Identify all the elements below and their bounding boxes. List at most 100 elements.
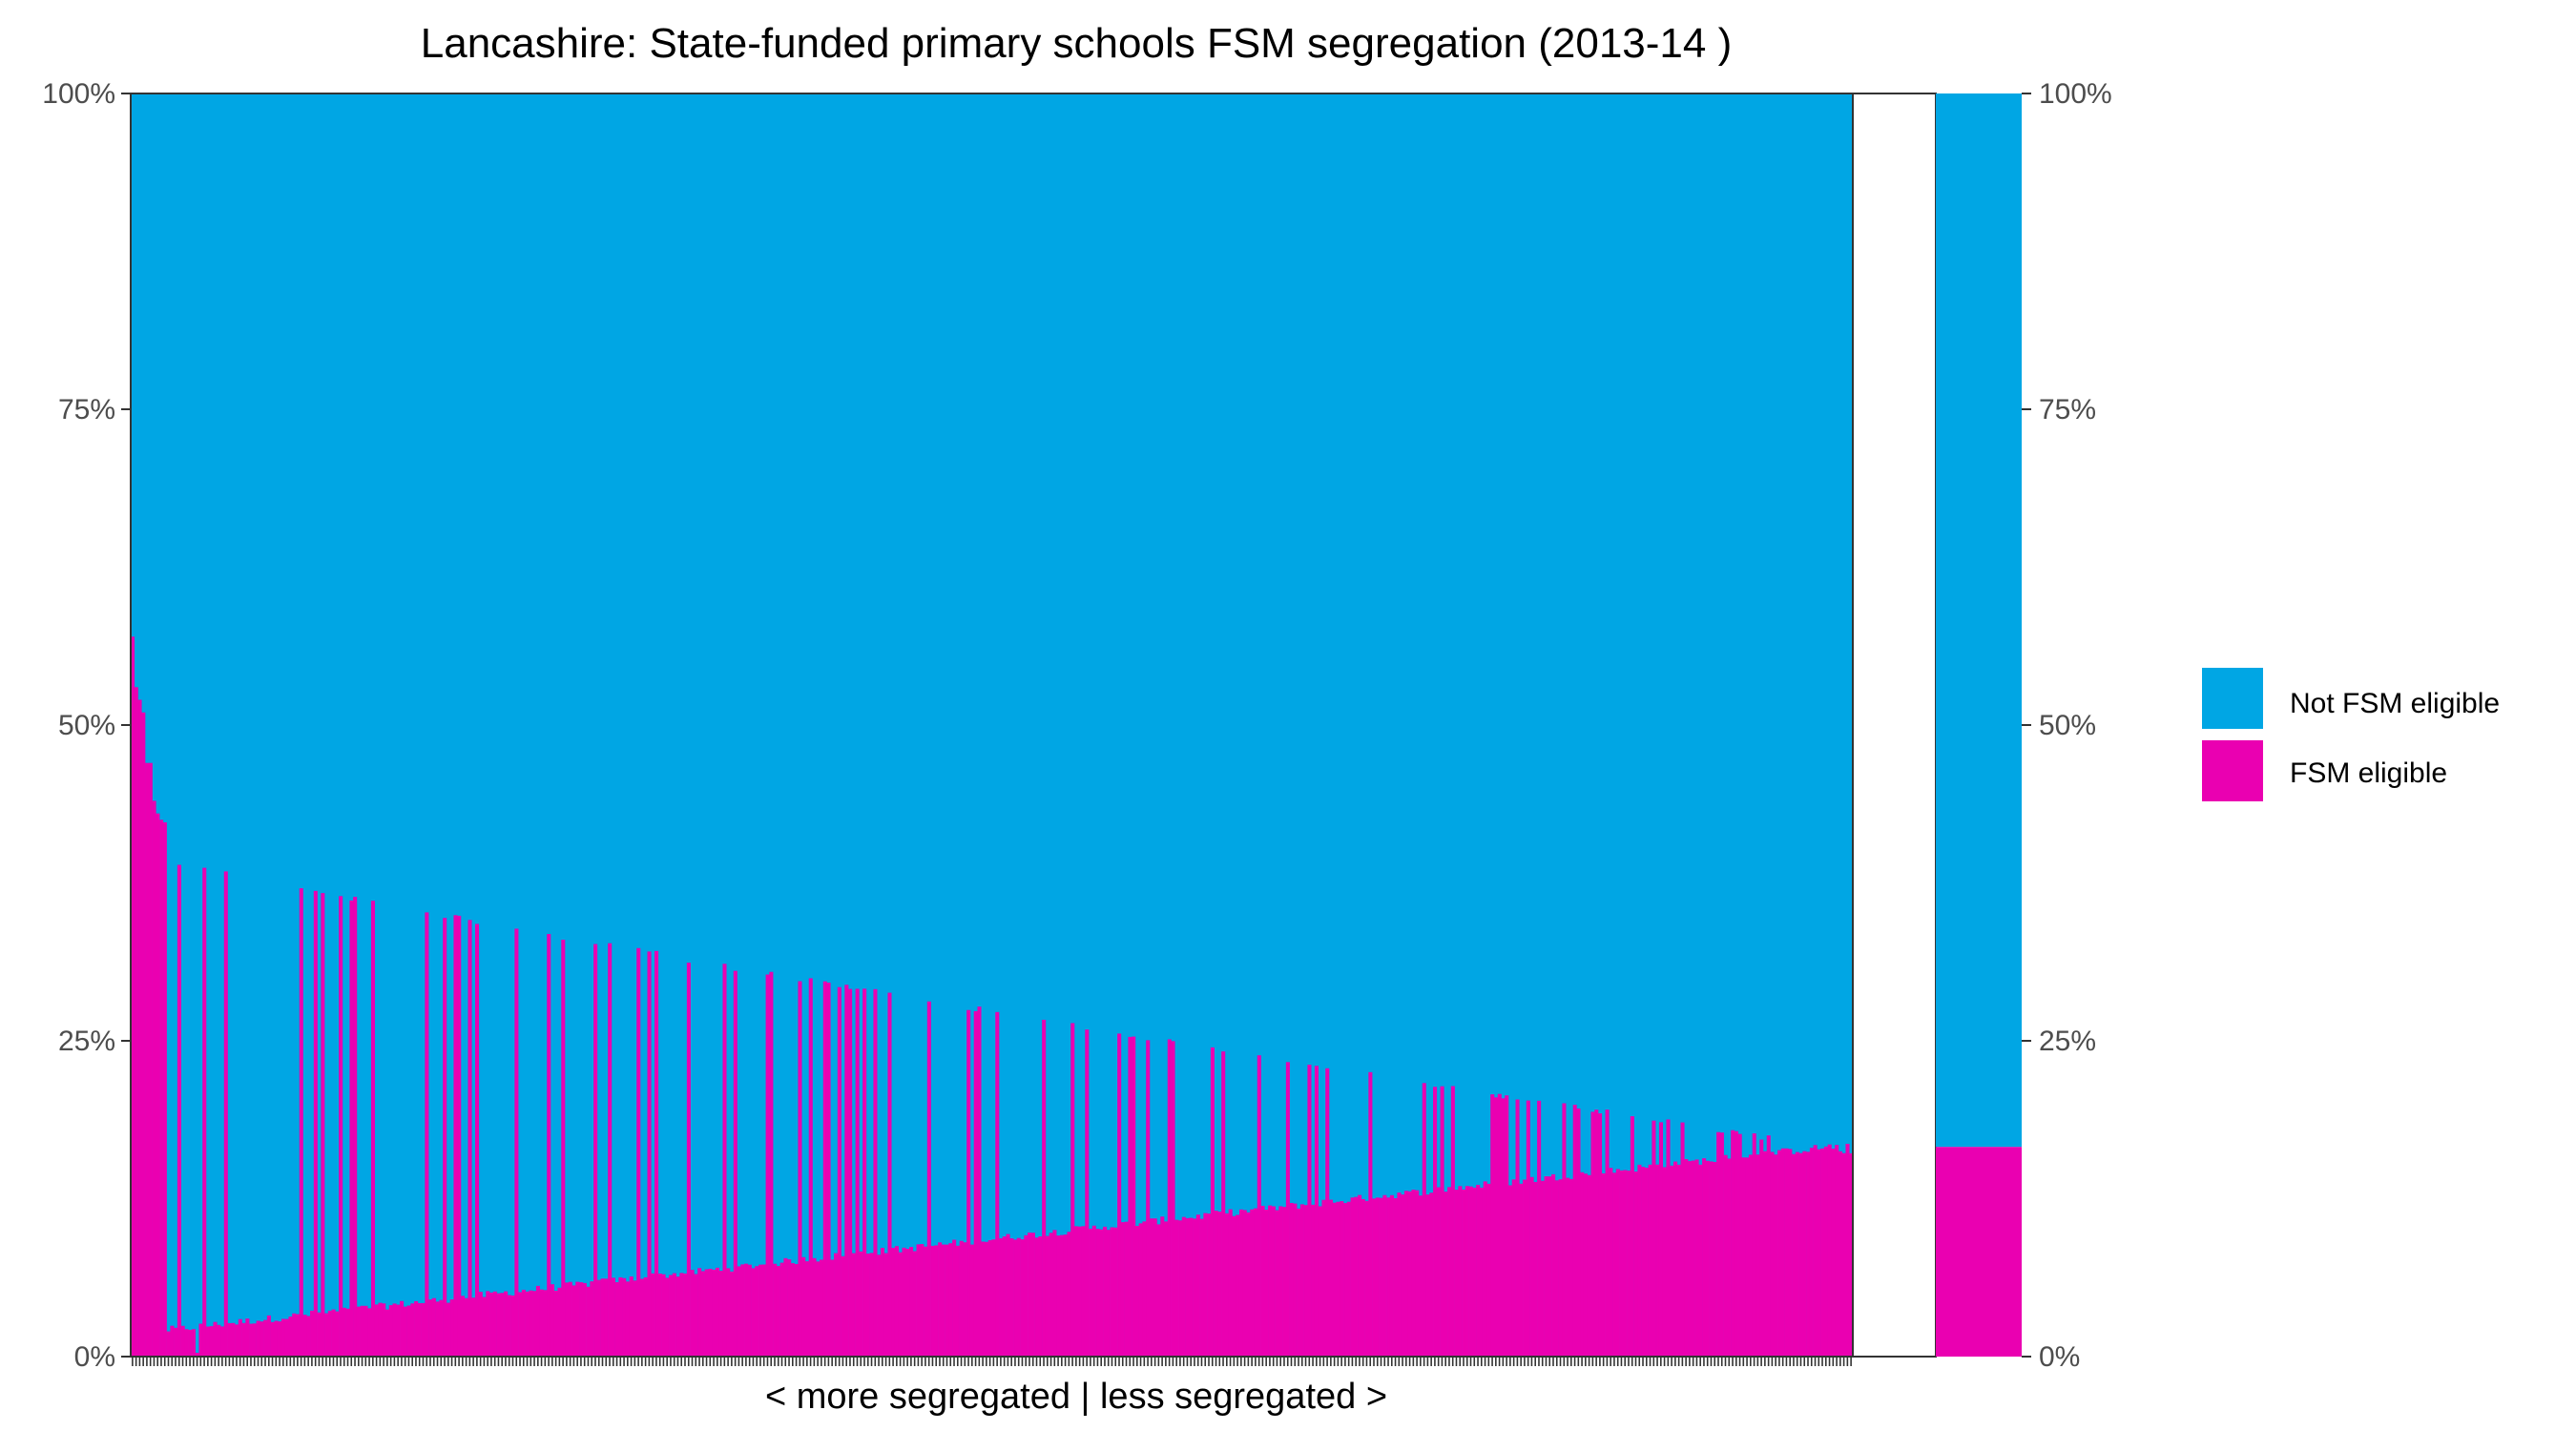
school-bar-fsm — [729, 1271, 735, 1357]
school-bar-fsm — [1580, 1172, 1585, 1357]
school-bar-fsm — [1257, 1055, 1261, 1357]
school-bar-fsm — [1572, 1104, 1577, 1357]
y-tick-label-right: 50% — [2039, 710, 2096, 741]
school-bar-fsm — [579, 1282, 584, 1357]
school-bar-fsm — [1181, 1216, 1186, 1357]
school-bar-fsm — [521, 1289, 526, 1357]
school-bar-fsm — [1627, 1171, 1631, 1357]
school-bar-fsm — [1662, 1167, 1667, 1357]
school-bar-fsm — [1189, 1217, 1194, 1357]
school-bar-fsm — [1684, 1159, 1689, 1357]
school-bar-fsm — [367, 1308, 372, 1357]
school-bar-fsm — [1737, 1133, 1742, 1357]
school-bar-fsm — [1303, 1205, 1308, 1357]
school-bar-fsm — [1454, 1190, 1459, 1357]
school-bar-fsm — [1623, 1170, 1628, 1357]
school-bar-fsm — [761, 1264, 766, 1357]
school-bar-fsm — [1203, 1213, 1208, 1357]
school-bar-fsm — [1081, 1226, 1086, 1357]
y-tick-label-left: 25% — [58, 1026, 115, 1057]
school-bar-fsm — [1468, 1186, 1473, 1357]
school-bar-fsm — [492, 1291, 497, 1357]
school-bar-fsm — [514, 928, 519, 1357]
school-bar-fsm — [981, 1241, 986, 1357]
school-bar-fsm — [256, 1320, 260, 1357]
school-bar-fsm — [669, 1275, 674, 1357]
school-bar-fsm — [851, 1253, 856, 1357]
school-bar-fsm — [1788, 1149, 1793, 1357]
school-bar-fsm — [1827, 1144, 1832, 1357]
school-bar-fsm — [1120, 1222, 1125, 1357]
school-bar-fsm — [471, 1297, 476, 1357]
school-bar-fsm — [270, 1321, 275, 1357]
y-tick-label-left: 0% — [74, 1341, 115, 1373]
school-bar-fsm — [883, 1253, 888, 1357]
school-bar-fsm — [1397, 1192, 1402, 1357]
school-bar-fsm — [306, 1316, 311, 1357]
school-bar-fsm — [205, 1326, 211, 1357]
school-bar-fsm — [280, 1318, 285, 1357]
school-bar-fsm — [1006, 1234, 1010, 1357]
school-bar-fsm — [152, 800, 156, 1357]
school-bar-fsm — [708, 1268, 713, 1357]
school-bar-fsm — [758, 1264, 763, 1357]
school-bar-fsm — [1784, 1148, 1789, 1357]
school-bar-fsm — [1777, 1150, 1782, 1357]
school-bar-fsm — [231, 1322, 236, 1357]
school-bar-fsm — [299, 888, 303, 1357]
school-bar-fsm — [1034, 1237, 1039, 1357]
school-bar-fsm — [804, 1261, 810, 1357]
school-bar-fsm — [1841, 1152, 1846, 1357]
school-bar-fsm — [1271, 1206, 1276, 1357]
school-bar-fsm — [162, 821, 167, 1357]
school-bar-fsm — [209, 1326, 214, 1357]
school-bar-fsm — [618, 1276, 623, 1357]
school-bar-fsm — [604, 1278, 609, 1357]
school-bar-fsm — [170, 1325, 175, 1357]
school-bar-fsm — [364, 1305, 368, 1357]
school-bar-fsm — [1806, 1151, 1811, 1357]
y-tick-label-right: 100% — [2039, 78, 2112, 110]
school-bar-fsm — [1745, 1157, 1750, 1357]
school-bar-fsm — [1780, 1148, 1785, 1357]
school-bar-fsm — [593, 944, 598, 1357]
school-bar-fsm — [453, 915, 458, 1357]
school-bar-fsm — [1544, 1176, 1548, 1357]
school-bar-fsm — [1246, 1212, 1251, 1357]
school-bar-fsm — [672, 1273, 676, 1357]
school-bar-fsm — [1770, 1151, 1775, 1357]
school-bar-fsm — [820, 1259, 824, 1357]
school-bar-fsm — [1633, 1172, 1638, 1357]
school-bar-fsm — [1289, 1202, 1294, 1357]
school-bar-fsm — [1562, 1103, 1567, 1357]
school-bar-fsm — [1077, 1226, 1082, 1357]
school-bar-fsm — [679, 1273, 684, 1357]
school-bar-fsm — [1537, 1100, 1542, 1357]
school-bar-fsm — [1110, 1227, 1114, 1357]
school-bar-fsm — [353, 897, 358, 1357]
school-bar-fsm — [489, 1292, 494, 1357]
school-bar-fsm — [948, 1243, 953, 1357]
school-bar-fsm — [435, 1301, 440, 1357]
school-bar-fsm — [1228, 1209, 1233, 1357]
y-tick-label-left: 100% — [42, 78, 115, 110]
school-bar-fsm — [865, 1254, 870, 1357]
school-bar-fsm — [1551, 1173, 1556, 1357]
school-bar-fsm — [1332, 1202, 1337, 1357]
school-bar-fsm — [1605, 1110, 1610, 1357]
school-bar-fsm — [1619, 1170, 1624, 1357]
school-bar-fsm — [1716, 1131, 1721, 1357]
school-bar-fsm — [916, 1244, 921, 1357]
school-bar-fsm — [1028, 1232, 1032, 1357]
school-bar-fsm — [582, 1282, 587, 1357]
school-bar-fsm — [1328, 1199, 1334, 1357]
school-bar-fsm — [1049, 1233, 1053, 1357]
school-bar-fsm — [733, 970, 737, 1357]
school-bar-fsm — [518, 1292, 523, 1357]
school-bar-fsm — [1153, 1218, 1157, 1357]
school-bar-fsm — [1411, 1190, 1416, 1357]
school-bar-fsm — [1630, 1116, 1634, 1357]
school-bar-fsm — [848, 988, 853, 1357]
school-bar-fsm — [1436, 1187, 1441, 1357]
school-bar-fsm — [1752, 1133, 1756, 1357]
